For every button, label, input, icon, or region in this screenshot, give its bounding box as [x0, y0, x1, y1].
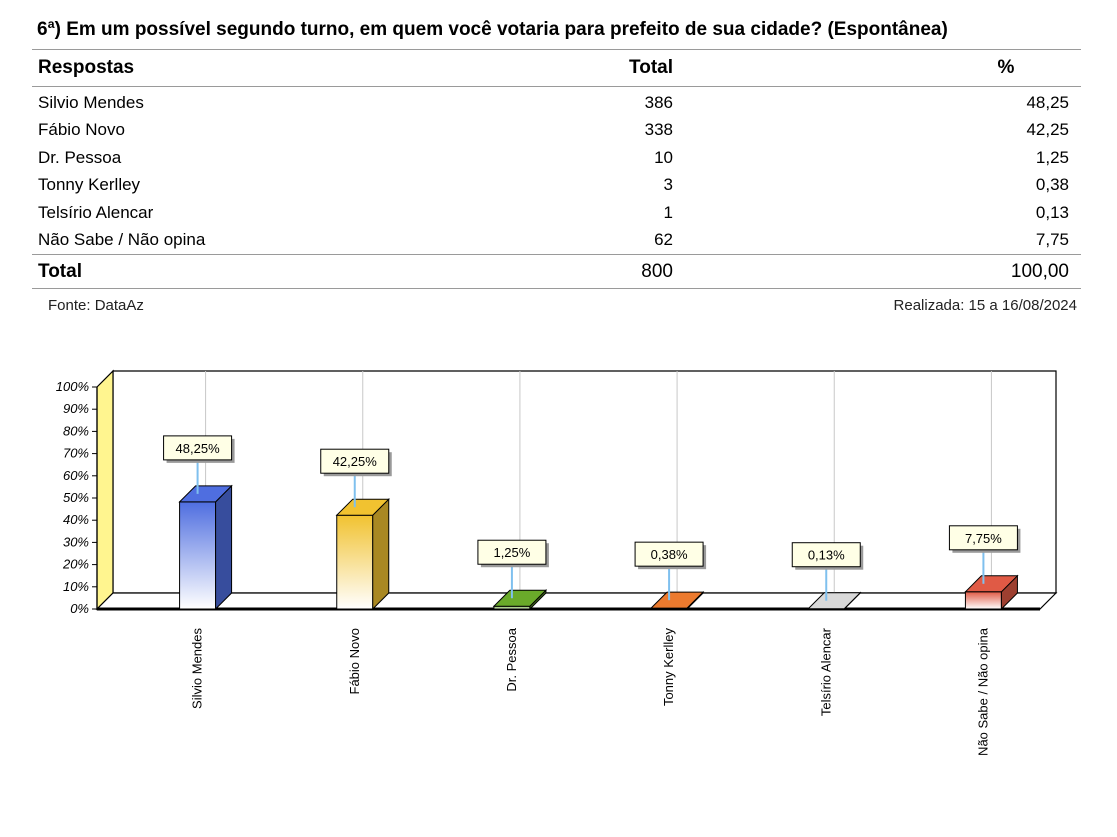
table-header-row: Respostas Total % [32, 49, 1081, 87]
y-tick-label: 80% [63, 423, 89, 438]
table-row: Telsírio Alencar 1 0,13 [32, 199, 1081, 227]
y-tick-label: 40% [63, 512, 89, 527]
total-row: Total 800 100,00 [32, 254, 1081, 289]
bar-top [807, 592, 862, 610]
bar-front [964, 591, 1002, 610]
row-percent: 0,38 [1035, 175, 1069, 195]
data-label: 42,25% [333, 454, 378, 469]
table-row: Silvio Mendes 386 48,25 [32, 87, 1081, 117]
row-percent: 0,13 [1035, 202, 1069, 222]
table-row: Fábio Novo 338 42,25 [32, 117, 1081, 145]
data-label: 7,75% [965, 531, 1002, 546]
source-note: Fonte: DataAz [48, 297, 144, 314]
bar-top [492, 589, 548, 607]
chart-back-wall [112, 370, 1057, 594]
table-row: Não Sabe / Não opina 62 7,75 [32, 227, 1081, 255]
row-response: Telsírio Alencar [38, 202, 154, 222]
y-tick-label: 50% [63, 490, 89, 505]
chart-floor [95, 592, 1058, 610]
x-category-label: Telsírio Alencar [818, 627, 833, 716]
y-tick-label: 30% [63, 534, 89, 549]
data-label-box [791, 542, 861, 568]
header-total: Total [537, 49, 871, 87]
x-category-label: Tonny Kerlley [661, 628, 676, 707]
row-total: 62 [654, 230, 673, 250]
row-percent: 1,25 [1035, 147, 1069, 167]
bar-side [215, 484, 233, 611]
survey-date: Realizada: 15 a 16/08/2024 [893, 297, 1077, 314]
results-table: Respostas Total % Silvio Mendes 386 48,2… [32, 49, 1081, 289]
row-response: Não Sabe / Não opina [38, 230, 206, 250]
row-percent: 42,25 [1026, 120, 1069, 140]
total-count: 800 [537, 254, 871, 289]
y-tick-label: 10% [63, 579, 89, 594]
x-category-label: Fábio Novo [347, 628, 362, 694]
y-tick-label: 60% [63, 468, 89, 483]
data-label-box [634, 541, 704, 567]
bar-top [964, 575, 1019, 593]
total-label: Total [32, 254, 537, 289]
y-tick-label: 90% [63, 401, 89, 416]
question-title: 6ª) Em um possível segundo turno, em que… [37, 19, 948, 40]
x-category-label: Não Sabe / Não opina [975, 627, 990, 756]
bar-side [372, 497, 390, 611]
bar-top [178, 485, 233, 503]
data-label-box [948, 525, 1018, 551]
data-label: 1,25% [493, 545, 530, 560]
y-tick-label: 20% [62, 557, 89, 572]
row-percent: 48,25 [1026, 92, 1069, 112]
y-tick-label: 0% [70, 601, 89, 616]
row-total: 10 [654, 147, 673, 167]
row-total: 338 [644, 120, 673, 140]
row-response: Fábio Novo [38, 120, 125, 140]
bar-front [179, 501, 217, 610]
row-response: Dr. Pessoa [38, 147, 122, 167]
header-respostas: Respostas [32, 49, 537, 87]
data-label-box [477, 539, 547, 565]
row-total: 3 [663, 175, 673, 195]
y-tick-label: 70% [63, 446, 89, 461]
row-response: Silvio Mendes [38, 92, 144, 112]
row-total: 386 [644, 92, 673, 112]
total-percent: 100,00 [871, 254, 1081, 289]
table-row: Dr. Pessoa 10 1,25 [32, 144, 1081, 172]
bar-top [649, 591, 705, 609]
chart-side-wall [96, 369, 114, 611]
data-label: 0,38% [651, 547, 688, 562]
bar-front [336, 514, 374, 610]
row-percent: 7,75 [1035, 230, 1069, 250]
data-label-box [320, 448, 390, 474]
data-label: 48,25% [176, 441, 221, 456]
row-total: 1 [663, 202, 673, 222]
data-label-box [163, 435, 233, 461]
row-response: Tonny Kerlley [38, 175, 141, 195]
data-label: 0,13% [808, 548, 845, 563]
x-category-label: Silvio Mendes [190, 628, 205, 709]
x-category-label: Dr. Pessoa [504, 627, 519, 691]
bar-top [335, 498, 390, 516]
header-percent: % [871, 49, 1081, 87]
table-row: Tonny Kerlley 3 0,38 [32, 172, 1081, 200]
y-tick-label: 100% [56, 379, 89, 394]
